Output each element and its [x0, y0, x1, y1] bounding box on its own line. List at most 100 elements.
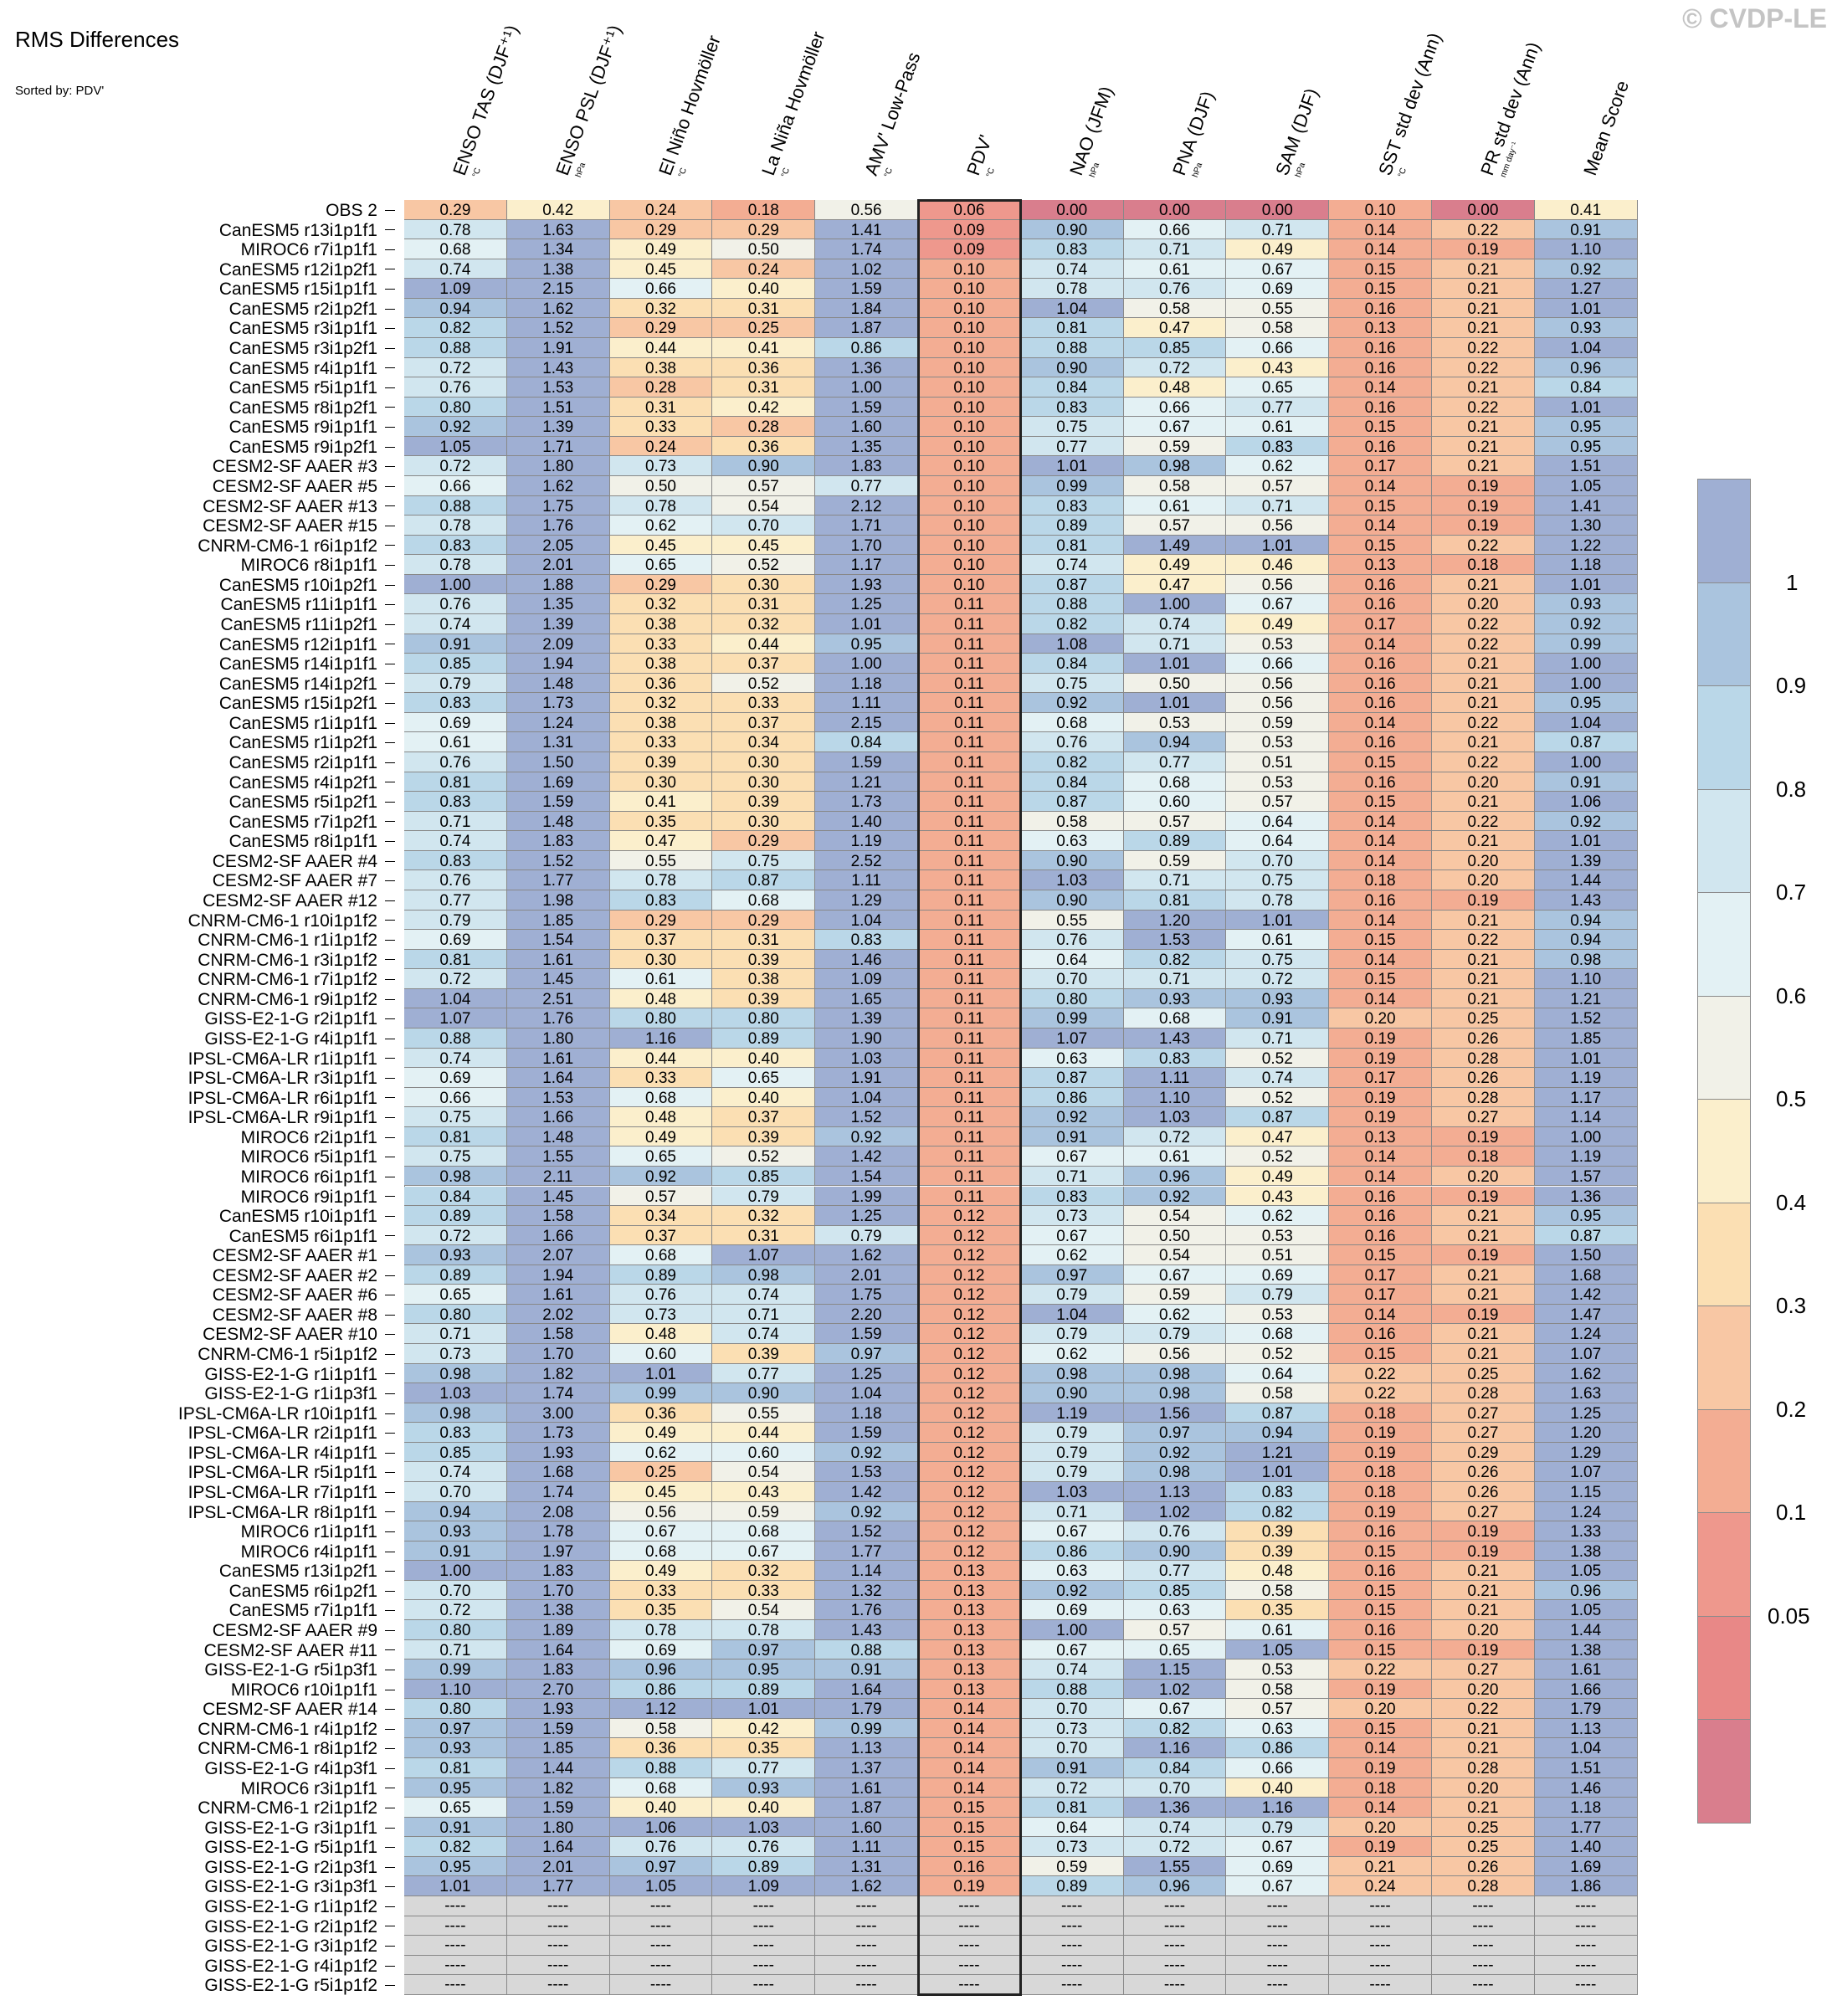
table-cell: 0.42 [712, 397, 816, 418]
table-cell: 0.56 [1226, 574, 1330, 595]
column-label: PDV' °C [963, 132, 998, 179]
table-cell: 0.21 [1432, 377, 1535, 398]
table-cell: 0.70 [712, 516, 816, 536]
row-label: CanESM5 r1i1p1f1 [228, 713, 377, 733]
row-label: GISS-E2-1-G r4i1p1f2 [204, 1956, 377, 1976]
table-cell: 0.77 [1020, 436, 1124, 457]
table-cell: 0.71 [712, 1304, 816, 1325]
table-cell: 1.49 [1123, 535, 1227, 556]
row-tick [385, 1965, 395, 1967]
table-cell: 1.40 [815, 811, 918, 832]
table-cell: 0.15 [1329, 279, 1432, 299]
table-cell: 0.10 [918, 298, 1021, 319]
table-cell: 0.61 [404, 732, 507, 752]
table-cell: ---- [1534, 1916, 1638, 1936]
table-cell: 0.22 [1432, 634, 1535, 654]
column-label-text: Mean Score [1579, 77, 1634, 178]
table-cell: 0.91 [1534, 772, 1638, 793]
table-cell: 0.11 [918, 969, 1021, 989]
table-cell: 1.20 [1534, 1423, 1638, 1443]
table-cell: 0.25 [1432, 1817, 1535, 1838]
table-cell: 0.68 [609, 1087, 713, 1108]
table-cell: 0.53 [1226, 1225, 1330, 1246]
table-cell: 0.71 [1020, 1166, 1124, 1187]
table-cell: 1.62 [1534, 1363, 1638, 1384]
row-label: CNRM-CM6-1 r8i1p1f2 [198, 1739, 377, 1759]
table-cell: 0.54 [712, 495, 816, 516]
table-cell: ---- [918, 1916, 1021, 1936]
table-cell: 0.19 [1432, 1304, 1535, 1325]
row-label: GISS-E2-1-G r3i1p1f1 [204, 1818, 377, 1838]
table-cell: 0.90 [712, 456, 816, 476]
table-cell: 0.77 [712, 1363, 816, 1384]
table-cell: 0.53 [1226, 634, 1330, 654]
table-cell: 0.48 [1226, 1561, 1330, 1581]
table-cell: 0.33 [609, 1580, 713, 1601]
table-cell: 0.57 [1123, 811, 1227, 832]
table-cell: 0.15 [1329, 969, 1432, 989]
table-cell: 1.04 [815, 910, 918, 931]
row-label: CanESM5 r15i1p1f1 [218, 280, 377, 300]
table-cell: 1.01 [1123, 693, 1227, 713]
table-cell: 0.12 [918, 1304, 1021, 1325]
table-cell: 0.71 [1123, 239, 1227, 259]
table-cell: 1.01 [404, 1876, 507, 1896]
table-cell: 0.95 [1534, 417, 1638, 437]
table-cell: 1.91 [506, 337, 610, 358]
table-cell: 0.11 [918, 752, 1021, 772]
table-cell: 0.22 [1432, 712, 1535, 733]
table-cell: 0.84 [404, 1186, 507, 1207]
table-cell: 0.54 [712, 1600, 816, 1621]
colorbar-segment [1697, 1099, 1751, 1203]
table-cell: 0.69 [404, 1068, 507, 1088]
row-tick [385, 367, 395, 369]
table-cell: 0.32 [609, 298, 713, 319]
table-cell: 1.36 [815, 357, 918, 378]
row-label: CanESM5 r9i1p1f1 [228, 418, 377, 438]
table-cell: 0.13 [918, 1659, 1021, 1680]
table-cell: 0.77 [1123, 1561, 1227, 1581]
table-cell: 0.38 [712, 969, 816, 989]
row-label: CanESM5 r4i1p1f1 [228, 358, 377, 378]
table-cell: 0.83 [1020, 1186, 1124, 1207]
row-tick [385, 1767, 395, 1769]
table-cell: 0.13 [1329, 555, 1432, 575]
row-label: GISS-E2-1-G r1i1p1f2 [204, 1897, 377, 1917]
table-cell: 1.05 [1534, 1561, 1638, 1581]
table-cell: 0.00 [1226, 200, 1330, 220]
row-label: MIROC6 r5i1p1f1 [240, 1147, 377, 1167]
table-cell: 0.72 [1123, 1126, 1227, 1147]
table-cell: 3.00 [506, 1403, 610, 1424]
table-cell: 0.29 [712, 831, 816, 851]
table-cell: 0.12 [918, 1363, 1021, 1384]
table-cell: 0.33 [609, 417, 713, 437]
table-cell: 0.17 [1329, 1264, 1432, 1285]
table-cell: 0.14 [1329, 219, 1432, 240]
table-cell: 0.17 [1329, 1285, 1432, 1305]
table-cell: 0.15 [1329, 1600, 1432, 1621]
colorbar-segment [1697, 788, 1751, 893]
table-cell: 0.13 [918, 1580, 1021, 1601]
colorbar-label: 0.4 [1776, 1189, 1807, 1215]
table-cell: 1.51 [1534, 456, 1638, 476]
table-cell: 0.74 [404, 1048, 507, 1069]
table-cell: 1.93 [506, 1442, 610, 1463]
table-cell: 1.25 [815, 594, 918, 614]
table-cell: 0.48 [609, 988, 713, 1009]
table-cell: 0.58 [609, 1718, 713, 1739]
row-label: CESM2-SF AAER #2 [212, 1265, 377, 1285]
table-cell: 0.97 [712, 1639, 816, 1660]
row-tick [385, 209, 395, 211]
row-label: CNRM-CM6-1 r9i1p1f2 [198, 989, 377, 1009]
table-cell: 0.18 [1432, 555, 1535, 575]
table-cell: 0.11 [918, 1048, 1021, 1069]
table-cell: 0.87 [1226, 1107, 1330, 1127]
column-unit: °C [1396, 167, 1409, 179]
table-cell: 1.42 [1534, 1285, 1638, 1305]
table-cell: 0.21 [1432, 1285, 1535, 1305]
row-tick [385, 1018, 395, 1020]
table-cell: 0.67 [609, 1521, 713, 1541]
row-label: CanESM5 r6i1p2f1 [228, 1581, 377, 1601]
column-label-text: El Niño Hovmöller [654, 32, 725, 178]
table-cell: 0.92 [609, 1166, 713, 1187]
